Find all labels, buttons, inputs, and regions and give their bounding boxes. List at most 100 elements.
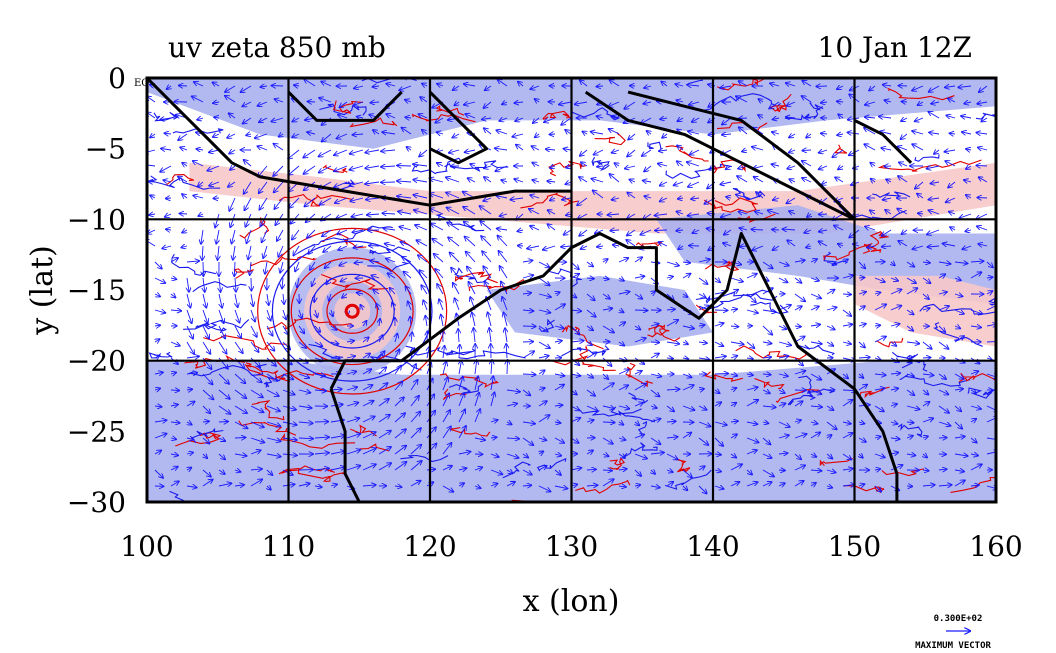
wind-vector: [518, 82, 524, 86]
wind-vector: [874, 325, 880, 326]
wind-vector: [498, 251, 508, 263]
wind-vector: [229, 150, 236, 154]
wind-vector: [890, 278, 898, 281]
wind-vector: [499, 118, 508, 121]
wind-vector: [307, 229, 316, 238]
vorticity-contour: [897, 423, 923, 438]
wind-vector: [570, 310, 581, 311]
wind-vector: [209, 150, 220, 152]
wind-vector: [514, 179, 524, 182]
vorticity-contour: [435, 213, 485, 232]
wind-vector: [822, 182, 828, 185]
cyclone-contour: [271, 240, 433, 382]
wind-vector: [948, 181, 956, 188]
wind-vector: [337, 133, 348, 139]
wind-vector: [966, 166, 972, 169]
wind-vector: [163, 180, 172, 182]
wind-vector: [848, 132, 860, 134]
wind-vector: [546, 149, 556, 150]
wind-vector: [922, 341, 932, 349]
wind-vector: [522, 351, 534, 359]
wind-vector: [155, 339, 160, 342]
wind-vector: [298, 341, 306, 348]
wind-vector: [441, 315, 443, 327]
wind-vector: [579, 177, 588, 183]
wind-vector: [373, 130, 380, 134]
equator-label: EQ: [134, 78, 150, 89]
wind-vector: [874, 292, 880, 294]
wind-vector: [414, 210, 428, 215]
wind-vector: [213, 102, 220, 103]
y-tick-label: −5: [85, 133, 126, 166]
wind-vector: [186, 293, 190, 308]
wind-vector: [447, 208, 460, 215]
wind-vector: [480, 221, 492, 231]
wind-vector: [196, 149, 204, 150]
wind-vector: [730, 326, 738, 327]
wind-vector: [944, 150, 956, 152]
wind-vector: [948, 98, 956, 102]
wind-vector: [314, 341, 322, 346]
vorticity-contour: [687, 78, 703, 85]
wind-vector: [355, 262, 364, 263]
wind-vector: [675, 84, 684, 86]
wind-vector: [978, 244, 988, 246]
wind-vector: [587, 342, 592, 345]
wind-vector: [411, 332, 412, 343]
wind-vector: [251, 293, 253, 306]
wind-vector: [565, 182, 572, 184]
wind-vector: [922, 262, 930, 263]
wind-vector: [502, 102, 507, 104]
wind-vector: [770, 83, 780, 86]
wind-vector: [698, 277, 708, 284]
wind-vector: [154, 310, 165, 313]
vorticity-contour: [561, 324, 604, 350]
wind-vector: [647, 131, 651, 134]
wind-vector: [250, 309, 255, 322]
wind-vector: [752, 147, 764, 150]
wind-vector: [581, 246, 588, 249]
wind-vector: [858, 341, 865, 348]
wind-vector: [489, 328, 491, 343]
wind-vector: [386, 114, 396, 119]
wind-vector: [306, 213, 316, 222]
wind-vector: [244, 160, 252, 167]
vorticity-contour: [321, 273, 389, 290]
wind-vector: [322, 229, 332, 236]
vorticity-contour: [459, 350, 526, 360]
wind-vector: [373, 290, 380, 294]
vorticity-contour: [704, 260, 740, 272]
wind-vector: [979, 177, 988, 183]
wind-vector: [762, 288, 773, 295]
wind-vector: [682, 326, 694, 329]
wind-vector: [625, 166, 636, 169]
wind-vector: [977, 226, 988, 231]
wind-vector: [218, 422, 228, 423]
wind-vector: [437, 284, 444, 295]
wind-vector: [178, 177, 188, 183]
wind-vector: [835, 177, 844, 183]
wind-vector: [726, 197, 731, 198]
wind-vector: [922, 358, 931, 359]
wind-vector: [864, 144, 876, 151]
wind-vector: [682, 274, 691, 279]
wind-vector: [397, 196, 412, 198]
wind-vector: [566, 166, 571, 168]
wind-vector: [954, 309, 964, 314]
wind-vector: [597, 166, 604, 167]
y-tick-label: −30: [67, 486, 126, 519]
wind-vector: [609, 129, 620, 135]
wind-vector: [794, 293, 805, 301]
wind-vector: [413, 164, 428, 166]
x-tick-label: 140: [686, 530, 739, 563]
wind-vector: [698, 306, 709, 311]
wind-vector: [634, 276, 644, 278]
wind-vector: [676, 100, 684, 102]
wind-vector: [778, 342, 791, 345]
wind-vector: [977, 198, 988, 199]
wind-vector: [234, 325, 241, 338]
wind-vector: [262, 229, 268, 242]
wind-vector: [698, 325, 705, 326]
wind-vector: [259, 197, 268, 210]
wind-vector: [415, 225, 428, 231]
